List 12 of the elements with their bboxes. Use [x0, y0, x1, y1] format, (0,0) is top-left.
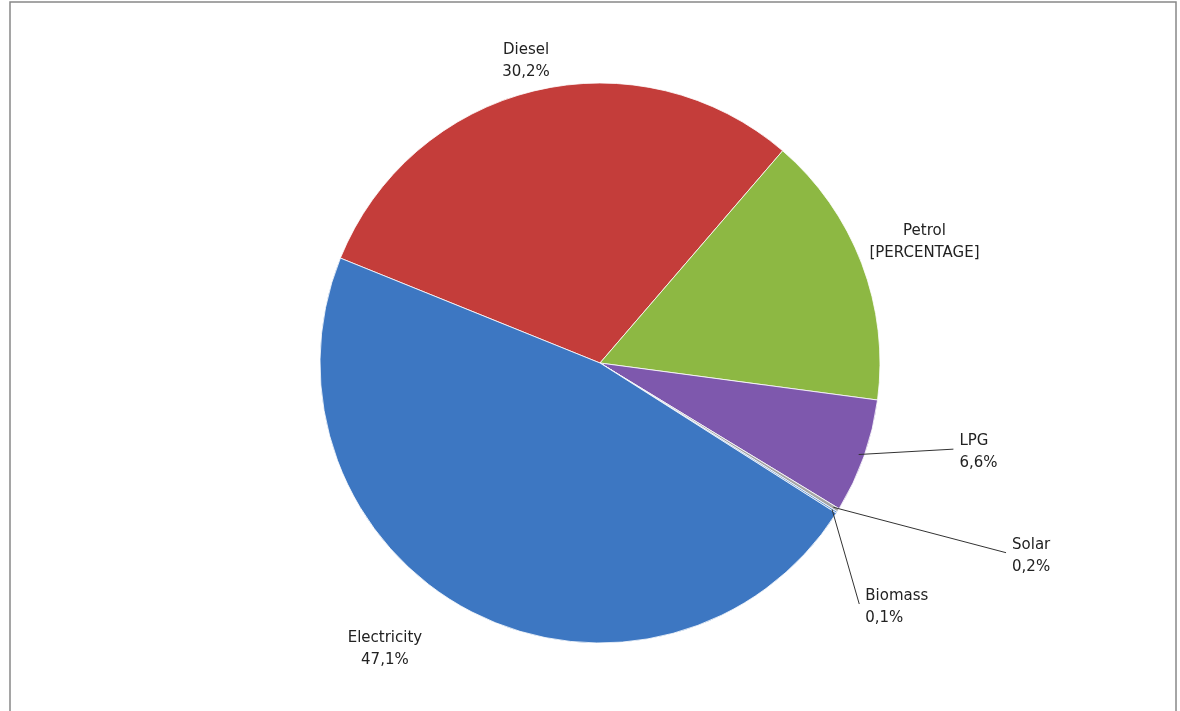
slice-label: Biomass — [865, 586, 929, 605]
data-label: 47,1% — [361, 650, 409, 669]
data-label: 30,2% — [502, 62, 550, 81]
slice-label: Petrol — [903, 221, 946, 240]
data-label: 6,6% — [959, 453, 998, 472]
data-label: [PERCENTAGE] — [869, 243, 980, 262]
data-label: 0,2% — [1012, 556, 1051, 575]
slice-label: LPG — [959, 431, 989, 450]
slice-label: Diesel — [502, 40, 550, 59]
data-label: 0,1% — [865, 608, 904, 627]
slice-label: Solar — [1012, 534, 1052, 553]
slice-label: Electricity — [347, 628, 423, 647]
